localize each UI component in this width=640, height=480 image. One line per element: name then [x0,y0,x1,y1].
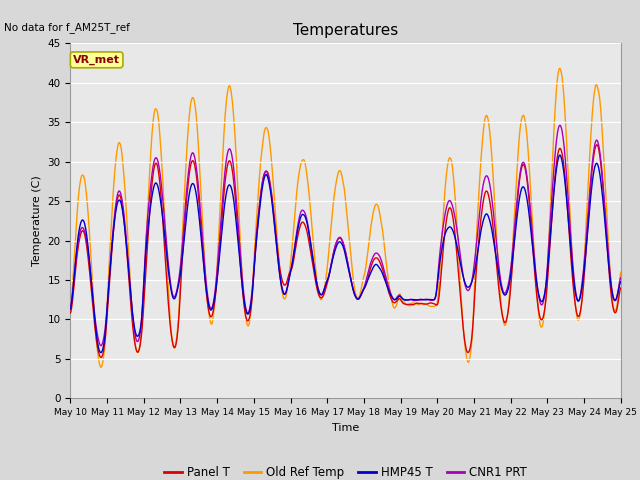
Legend: Panel T, Old Ref Temp, HMP45 T, CNR1 PRT: Panel T, Old Ref Temp, HMP45 T, CNR1 PRT [159,461,532,480]
Title: Temperatures: Temperatures [293,23,398,38]
Text: VR_met: VR_met [73,55,120,65]
Text: No data for f_AM25T_ref: No data for f_AM25T_ref [4,22,130,33]
Y-axis label: Temperature (C): Temperature (C) [32,175,42,266]
X-axis label: Time: Time [332,423,359,432]
